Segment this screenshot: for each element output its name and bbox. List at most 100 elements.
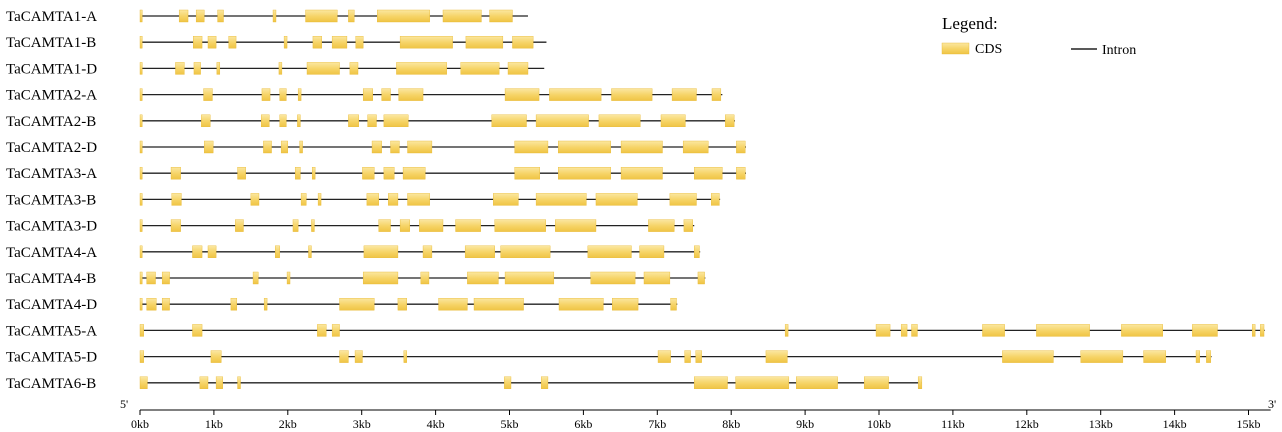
cds-exon xyxy=(419,219,444,232)
cds-exon xyxy=(422,245,433,259)
cds-exon xyxy=(504,88,540,101)
cds-exon xyxy=(620,140,663,154)
cds-exon xyxy=(170,166,181,180)
cds-exon xyxy=(139,9,143,23)
cds-exon xyxy=(235,219,244,232)
cds-exon xyxy=(280,140,288,154)
cds-exon xyxy=(736,140,746,154)
cds-exon xyxy=(292,219,299,232)
cds-exon xyxy=(250,193,260,206)
cds-exon xyxy=(339,298,375,311)
cds-exon xyxy=(796,376,838,389)
cds-exon xyxy=(275,245,280,259)
cds-exon xyxy=(175,62,185,75)
cds-exon xyxy=(193,62,201,75)
cds-exon xyxy=(648,219,675,232)
cds-exon xyxy=(504,271,555,285)
cds-exon xyxy=(864,376,889,389)
cds-exon xyxy=(694,376,728,389)
cds-exon xyxy=(161,298,170,311)
cds-exon xyxy=(697,271,705,285)
cds-exon xyxy=(504,376,512,389)
cds-exon xyxy=(407,140,433,154)
cds-exon xyxy=(558,140,611,154)
cds-exon xyxy=(170,219,181,232)
cds-exon xyxy=(491,114,527,128)
cds-exon xyxy=(294,166,301,180)
cds-exon xyxy=(407,193,430,206)
cds-exon xyxy=(348,9,355,23)
cds-exon xyxy=(535,114,589,128)
axis-tick-label: 15kb xyxy=(1237,417,1261,431)
cds-exon xyxy=(215,376,223,389)
gene-name-label: TaCAMTA6-B xyxy=(6,376,96,392)
gene-row: TaCAMTA6-B xyxy=(6,376,923,392)
cds-exon xyxy=(192,245,203,259)
cds-exon xyxy=(694,245,700,259)
cds-exon xyxy=(765,350,788,363)
cds-exon xyxy=(1192,324,1218,337)
gene-row: TaCAMTA2-A xyxy=(6,88,723,104)
cds-exon xyxy=(263,140,272,154)
cds-exon xyxy=(397,298,407,311)
cds-exon xyxy=(500,245,551,259)
cds-exon xyxy=(139,376,148,389)
cds-exon xyxy=(312,36,322,49)
cds-exon xyxy=(366,193,379,206)
cds-exon xyxy=(362,88,373,101)
cds-exon xyxy=(199,376,209,389)
cds-exon xyxy=(139,219,143,232)
cds-exon xyxy=(1195,350,1200,363)
cds-exon xyxy=(381,88,391,101)
axis-tick-label: 12kb xyxy=(1015,417,1039,431)
cds-exon xyxy=(193,36,203,49)
gene-rows: TaCAMTA1-A TaCAMTA1-B TaCAMTA1-D TaCAMTA2-A… xyxy=(6,9,1265,392)
cds-exon xyxy=(139,62,143,75)
gene-row: TaCAMTA3-D xyxy=(6,219,695,235)
gene-name-label: TaCAMTA5-D xyxy=(6,350,97,366)
axis-tick-label: 3kb xyxy=(353,417,371,431)
cds-exon xyxy=(139,36,143,49)
cds-exon xyxy=(1206,350,1212,363)
cds-exon xyxy=(317,193,322,206)
cds-exon xyxy=(911,324,918,337)
cds-exon xyxy=(139,166,143,180)
gene-name-label: TaCAMTA3-D xyxy=(6,219,97,235)
cds-exon xyxy=(263,298,268,311)
cds-exon xyxy=(201,114,211,128)
cds-exon xyxy=(217,9,224,23)
cds-exon xyxy=(682,140,709,154)
cds-exon xyxy=(272,9,277,23)
cds-exon xyxy=(297,114,301,128)
cds-exon xyxy=(279,88,287,101)
legend-cds-swatch xyxy=(941,42,970,55)
cds-exon xyxy=(237,166,246,180)
legend-intron-label: Intron xyxy=(1102,43,1136,58)
kb-axis: 0kb 1kb 2kb 3kb 4kb 5kb 6kb 7kb 8kb 9kb 10kb 11kb 12… xyxy=(120,397,1276,431)
cds-exon xyxy=(308,245,312,259)
cds-exon xyxy=(371,140,382,154)
cds-exon xyxy=(388,193,399,206)
axis-tick-label: 5kb xyxy=(501,417,519,431)
cds-exon xyxy=(1121,324,1163,337)
cds-exon xyxy=(299,140,303,154)
cds-exon xyxy=(139,298,143,311)
legend-title: Legend: xyxy=(942,14,998,33)
legend: Legend: CDS Intron xyxy=(941,14,1136,58)
cds-exon xyxy=(306,62,340,75)
axis-tick-label: 4kb xyxy=(427,417,445,431)
gene-name-label: TaCAMTA1-D xyxy=(6,61,97,77)
cds-exon xyxy=(473,298,524,311)
cds-exon xyxy=(230,298,238,311)
cds-exon xyxy=(390,140,400,154)
cds-exon xyxy=(711,193,720,206)
cds-exon xyxy=(784,324,789,337)
cds-exon xyxy=(178,9,189,23)
gene-row: TaCAMTA1-A xyxy=(6,9,528,25)
gene-name-label: TaCAMTA1-A xyxy=(6,9,97,25)
axis-tick-label: 9kb xyxy=(796,417,814,431)
cds-exon xyxy=(383,114,409,128)
cds-exon xyxy=(399,36,453,49)
cds-exon xyxy=(1036,324,1090,337)
cds-exon xyxy=(348,114,359,128)
